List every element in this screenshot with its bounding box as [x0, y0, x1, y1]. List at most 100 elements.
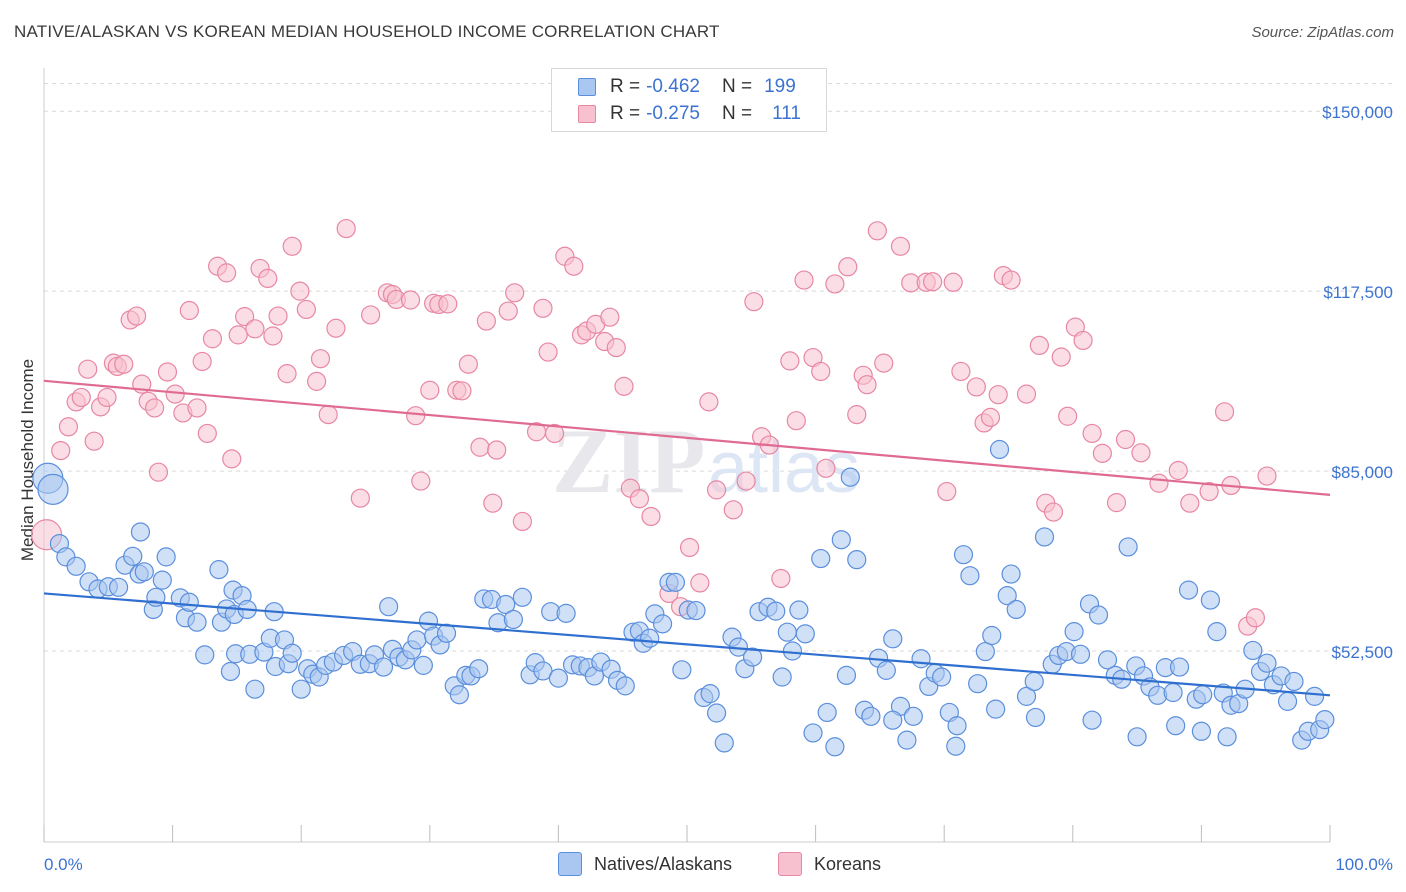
korean-point [723, 500, 743, 520]
native-point [1243, 640, 1263, 661]
korean-point [157, 362, 178, 382]
y-tick-label: $85,000 [1332, 463, 1393, 482]
native-point [1315, 710, 1335, 730]
legend-r-label: R = [610, 103, 641, 124]
korean-point [290, 281, 310, 301]
korean-point [600, 307, 620, 327]
korean-point [923, 272, 943, 292]
native-point [817, 702, 837, 723]
korean-point [1214, 402, 1235, 422]
korean-point [148, 462, 169, 482]
native-point [997, 586, 1017, 606]
native-point [220, 661, 241, 682]
korean-point [307, 371, 327, 391]
native-point [911, 649, 931, 669]
korean-point [296, 299, 316, 320]
native-point [245, 679, 265, 699]
native-point [37, 473, 69, 505]
native-point [947, 716, 967, 736]
native-point [179, 592, 199, 612]
korean-point [310, 349, 331, 369]
native-point [1191, 721, 1212, 741]
native-point [883, 629, 903, 649]
x-tick-label: 100.0% [1335, 855, 1393, 874]
korean-point [966, 377, 986, 397]
korean-point [629, 489, 650, 509]
native-point [1127, 727, 1147, 747]
native-point [379, 597, 399, 617]
korean-point [235, 307, 255, 327]
native-point [1082, 710, 1102, 730]
native-point [982, 625, 1002, 646]
korean-point [361, 305, 381, 325]
native-point [1025, 707, 1046, 728]
native-point [533, 661, 553, 681]
korean-point [1058, 406, 1078, 426]
native-point [825, 737, 845, 757]
native-point [407, 630, 427, 650]
native-point [449, 685, 469, 705]
native-point [1200, 590, 1221, 610]
trend-line-natives [43, 592, 1331, 697]
native-point [836, 665, 857, 685]
legend-r-label: R = [610, 76, 641, 97]
native-point [556, 603, 576, 623]
korean-point [943, 272, 963, 292]
korean-point [874, 353, 894, 373]
korean-point [458, 354, 478, 374]
native-point [282, 643, 302, 663]
korean-point [1149, 473, 1169, 493]
native-point [847, 550, 867, 570]
korean-point [411, 471, 431, 491]
legend-row-natives: R = -0.462 N = 199 [578, 75, 796, 99]
legend-n-label: N = [721, 76, 753, 97]
korean-point [867, 221, 887, 241]
korean-point [847, 405, 867, 425]
native-point [1284, 671, 1304, 692]
native-point [130, 522, 151, 542]
native-point [932, 667, 952, 687]
korean-point [1106, 493, 1127, 513]
native-point [1193, 685, 1213, 705]
series-natives-points [32, 439, 1335, 757]
korean-point [857, 375, 877, 395]
native-point [1169, 657, 1190, 677]
korean-point [420, 380, 440, 400]
native-point [953, 545, 974, 565]
korean-point [699, 392, 719, 412]
native-point [840, 467, 860, 487]
native-point [803, 723, 823, 743]
native-point [811, 548, 831, 569]
legend-r-value: -0.462 [646, 76, 700, 97]
gridlines [44, 83, 1395, 652]
native-point [946, 736, 966, 756]
native-point [652, 614, 673, 634]
korean-point [58, 417, 79, 437]
native-point [1070, 644, 1091, 664]
korean-point [641, 506, 661, 527]
korean-point [706, 480, 727, 500]
native-point [1016, 686, 1037, 706]
korean-point [258, 268, 278, 289]
korean-point [222, 449, 242, 469]
korean-point [192, 351, 212, 372]
korean-point [326, 318, 346, 338]
native-point [897, 730, 917, 750]
native-point [700, 684, 720, 704]
legend-n-value: 199 [764, 76, 796, 97]
native-point [436, 623, 457, 643]
korean-point [217, 263, 237, 283]
native-point [1006, 599, 1026, 620]
korean-point [78, 359, 98, 379]
korean-point [1082, 423, 1102, 444]
korean-point [1199, 481, 1219, 502]
native-point [291, 679, 311, 699]
native-point [1163, 682, 1183, 703]
korean-point [811, 361, 831, 382]
native-point [187, 612, 207, 632]
native-point [195, 645, 215, 665]
korean-point [97, 387, 117, 408]
native-point [1304, 686, 1325, 706]
native-point [1024, 671, 1044, 692]
